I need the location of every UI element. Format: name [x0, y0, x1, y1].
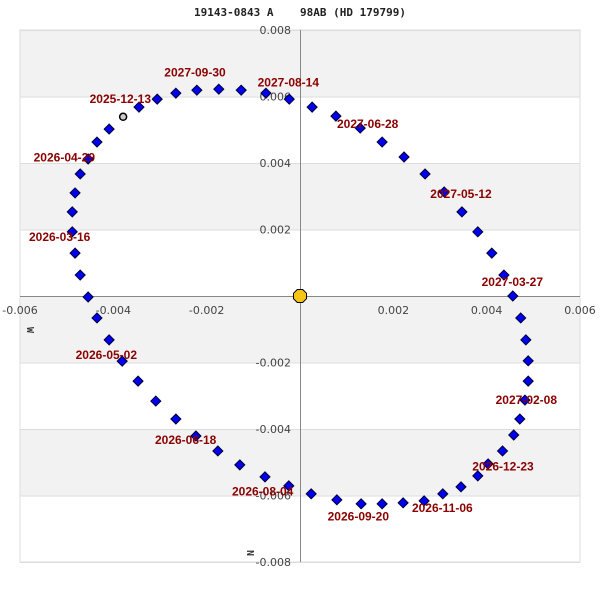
- orbit-point: [260, 87, 272, 99]
- chart-title: 19143-0843 A 98AB (HD 179799): [194, 6, 406, 19]
- orbit-point: [419, 168, 431, 180]
- orbit-point: [354, 122, 366, 134]
- orbit-point: [259, 471, 271, 483]
- orbit-point: [82, 153, 94, 165]
- orbit-point: [234, 459, 246, 471]
- orbit-point: [472, 226, 484, 238]
- orbit-point: [305, 488, 317, 500]
- y-tick-label: 0.008: [260, 24, 292, 37]
- current-position-point: [118, 112, 128, 122]
- orbit-point: [306, 101, 318, 113]
- orbit-point: [212, 445, 224, 457]
- x-tick-label: -0.004: [96, 304, 131, 317]
- date-label: 2027-06-28: [337, 117, 399, 131]
- date-label: 2026-03-16: [29, 230, 91, 244]
- date-label: 2026-04-29: [34, 150, 96, 164]
- orbit-point: [91, 136, 103, 148]
- orbit-point: [66, 206, 78, 218]
- orbit-point: [151, 93, 163, 105]
- primary-star-icon: [293, 289, 307, 303]
- orbit-point: [170, 87, 182, 99]
- y-tick-label: -0.004: [256, 423, 291, 436]
- orbit-point: [519, 394, 531, 406]
- orbit-point: [498, 269, 510, 281]
- x-tick-label: 0.006: [564, 304, 596, 317]
- orbit-point: [170, 413, 182, 425]
- date-label: 2025-12-13: [90, 92, 152, 106]
- orbit-point: [438, 186, 450, 198]
- orbit-point: [522, 355, 534, 367]
- orbit-point: [213, 83, 225, 95]
- current-position-marker: [118, 112, 128, 122]
- orbit-point: [507, 290, 519, 302]
- primary-star-marker: [293, 289, 307, 303]
- orbit-point: [330, 110, 342, 122]
- orbit-point: [418, 495, 430, 507]
- orbit-point: [103, 123, 115, 135]
- x-tick-label: 0.002: [378, 304, 410, 317]
- orbit-point: [74, 168, 86, 180]
- y-tick-label: -0.006: [256, 490, 291, 503]
- orbit-point: [398, 151, 410, 163]
- orbit-point: [397, 497, 409, 509]
- orbit-point: [133, 101, 145, 113]
- orbit-point: [283, 480, 295, 492]
- date-label: 2026-12-23: [472, 460, 534, 474]
- orbit-point: [116, 355, 128, 367]
- x-tick-label: -0.002: [189, 304, 224, 317]
- orbit-point: [514, 413, 526, 425]
- y-tick-label: -0.008: [256, 556, 291, 569]
- date-label: 2027-09-30: [164, 66, 226, 80]
- date-label: 2027-05-12: [430, 187, 492, 201]
- y-tick-label: 0.004: [260, 157, 292, 170]
- date-label: 2026-08-04: [232, 485, 294, 499]
- y-tick-labels: 0.0080.0060.0040.002-0.002-0.004-0.006-0…: [256, 24, 291, 569]
- orbit-point: [66, 226, 78, 238]
- orbit-point: [522, 375, 534, 387]
- orbit-point: [150, 395, 162, 407]
- orbit-point: [235, 84, 247, 96]
- date-label: 2026-06-18: [155, 433, 217, 447]
- orbit-point: [508, 429, 520, 441]
- north-direction-label: N: [246, 550, 257, 556]
- orbit-point: [283, 93, 295, 105]
- west-direction-label: W: [24, 327, 35, 334]
- y-tick-label: 0.002: [260, 224, 292, 237]
- orbit-point: [190, 430, 202, 442]
- date-label: 2027-02-08: [496, 393, 558, 407]
- date-label: 2027-08-14: [258, 76, 320, 90]
- orbit-point: [331, 494, 343, 506]
- orbit-point: [74, 269, 86, 281]
- date-label: 2026-09-20: [328, 509, 390, 523]
- orbit-points: [66, 83, 534, 510]
- orbit-point: [456, 206, 468, 218]
- orbit-point: [91, 312, 103, 324]
- x-tick-label: 0.004: [471, 304, 503, 317]
- x-tick-label: -0.006: [2, 304, 37, 317]
- orbit-point: [437, 488, 449, 500]
- orbit-point: [69, 187, 81, 199]
- orbit-point: [82, 291, 94, 303]
- orbit-point: [69, 247, 81, 259]
- orbit-point: [191, 84, 203, 96]
- orbit-point: [355, 498, 367, 510]
- date-label: 2026-05-02: [76, 348, 138, 362]
- orbit-point: [132, 375, 144, 387]
- orbit-point: [496, 445, 509, 457]
- orbit-point: [472, 470, 484, 482]
- orbit-point: [455, 481, 467, 493]
- date-labels: 2027-09-30 2027-08-14 2025-12-13 2027-06-28…: [29, 66, 557, 524]
- orbit-point: [486, 247, 498, 259]
- date-label: 2026-11-06: [412, 501, 473, 515]
- orbit-point: [376, 136, 388, 148]
- x-tick-labels: -0.006 -0.004 -0.002 0.002 0.004 0.006: [2, 304, 595, 317]
- orbit-point: [482, 458, 494, 470]
- orbit-point: [103, 334, 115, 346]
- orbit-point: [376, 498, 388, 510]
- date-label: 2027-03-27: [482, 275, 544, 289]
- orbit-point: [520, 334, 532, 346]
- y-tick-label: -0.002: [256, 357, 291, 370]
- orbit-point: [515, 312, 527, 324]
